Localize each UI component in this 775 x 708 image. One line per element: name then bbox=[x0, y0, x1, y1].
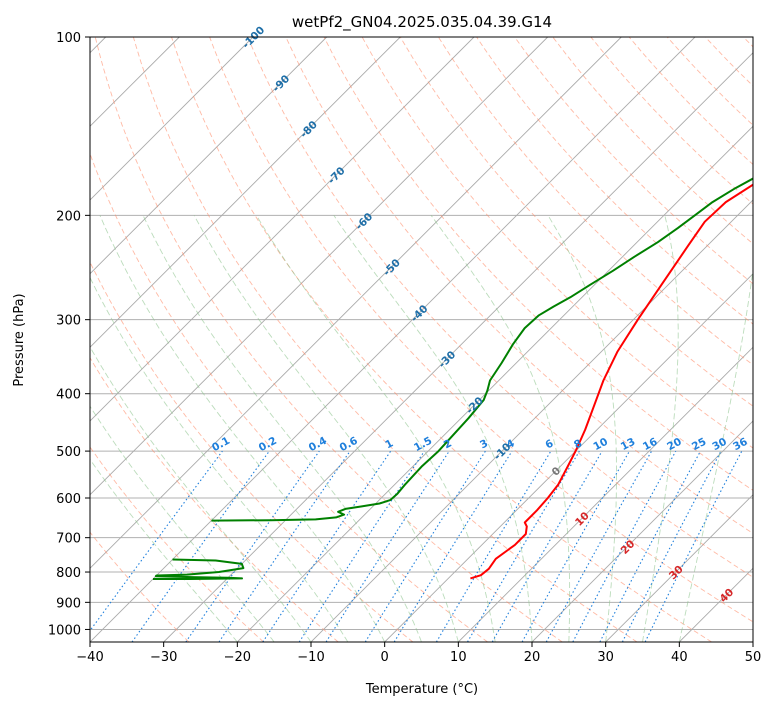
mixing-ratio-line bbox=[218, 450, 351, 642]
moist-adiabat-line bbox=[193, 215, 459, 642]
isotherm-line bbox=[752, 641, 753, 642]
isotherm-line bbox=[605, 494, 753, 642]
x-tick-label: 30 bbox=[597, 650, 614, 665]
profile-lines bbox=[153, 177, 753, 580]
x-tick-label: 50 bbox=[745, 650, 762, 665]
y-tick-label: 800 bbox=[56, 566, 81, 581]
moist-adiabat-line bbox=[90, 345, 312, 642]
dry-adiabat-line bbox=[247, 37, 753, 578]
isotherm-line bbox=[236, 125, 753, 642]
mixing-ratio-line bbox=[393, 450, 513, 642]
mixing-ratio-line bbox=[325, 450, 450, 642]
isotherm-line bbox=[384, 273, 753, 642]
y-tick-label: 600 bbox=[56, 492, 81, 507]
dry-adiabat-line bbox=[552, 37, 753, 245]
dry-adiabat-line bbox=[628, 37, 753, 166]
mixing-ratio-line bbox=[90, 450, 223, 632]
isotherm-line bbox=[163, 52, 753, 642]
dry-adiabat-line bbox=[514, 37, 753, 285]
x-tick-label: 0 bbox=[381, 650, 389, 665]
x-tick-label: 40 bbox=[671, 650, 688, 665]
y-tick-label: 700 bbox=[56, 532, 81, 547]
dewpoint-profile-line bbox=[211, 177, 753, 522]
dry-adiabat-line bbox=[209, 37, 753, 623]
dry-adiabat-line bbox=[132, 37, 638, 642]
mixing-ratio-line bbox=[545, 450, 653, 642]
moist-adiabat-line bbox=[547, 215, 617, 642]
moist-adiabat-line bbox=[333, 215, 533, 642]
isotherm-line bbox=[90, 37, 401, 348]
dry-adiabat-line bbox=[90, 261, 414, 642]
isotherm-line bbox=[90, 37, 622, 569]
dry-adiabat-line bbox=[90, 531, 190, 642]
moist-adiabat-line bbox=[90, 276, 349, 642]
mixing-ratio-line bbox=[131, 450, 270, 642]
plot-background bbox=[90, 37, 753, 642]
y-tick-label: 500 bbox=[56, 445, 81, 460]
y-axis-ticks: 100 200 300 400 500 600 700 800 900 1000 bbox=[48, 31, 90, 638]
background-lines bbox=[90, 37, 753, 642]
temperature-profile-line bbox=[470, 183, 753, 580]
x-axis-label: Temperature (°C) bbox=[365, 682, 478, 697]
y-axis-label: Pressure (hPa) bbox=[12, 293, 27, 386]
y-tick-label: 300 bbox=[56, 314, 81, 329]
y-tick-label: 100 bbox=[56, 31, 81, 46]
dewpoint-spike-line bbox=[153, 558, 245, 580]
dry-adiabat-line bbox=[171, 37, 712, 642]
isotherm-line bbox=[90, 37, 254, 201]
y-tick-label: 1000 bbox=[48, 623, 81, 638]
dry-adiabat-line bbox=[438, 37, 753, 366]
isotherm-line bbox=[90, 37, 549, 496]
plot-frame bbox=[89, 36, 754, 643]
mixing-ratio-line bbox=[644, 450, 743, 642]
x-tick-label: −10 bbox=[297, 650, 324, 665]
isotherm-line bbox=[531, 420, 753, 642]
moist-adiabat-line bbox=[642, 215, 679, 642]
dry-adiabat-line bbox=[323, 37, 753, 491]
moist-adiabat-line bbox=[430, 215, 571, 642]
mixing-ratio-line bbox=[521, 450, 630, 642]
x-tick-label: 20 bbox=[524, 650, 541, 665]
isotherm-line bbox=[90, 37, 328, 275]
mixing-ratio-line bbox=[185, 450, 320, 642]
dry-adiabat-line bbox=[361, 37, 753, 449]
x-tick-label: −20 bbox=[224, 650, 251, 665]
moist-adiabat-line bbox=[90, 458, 238, 642]
x-tick-label: −30 bbox=[150, 650, 177, 665]
y-tick-label: 400 bbox=[56, 388, 81, 403]
mixing-ratio-line bbox=[262, 450, 392, 642]
chart-title: wetPf2_GN04.2025.035.04.39.G14 bbox=[292, 13, 552, 32]
x-tick-label: −40 bbox=[76, 650, 103, 665]
dry-adiabat-line bbox=[285, 37, 753, 534]
moist-adiabat-line bbox=[256, 215, 496, 642]
mixing-ratio-line bbox=[572, 450, 677, 642]
isotherm-line bbox=[90, 37, 475, 422]
moist-adiabat-line bbox=[678, 266, 753, 642]
y-tick-label: 900 bbox=[56, 596, 81, 611]
x-axis-ticks: −40 −30 −20 −10 0 10 20 30 40 50 bbox=[76, 642, 761, 665]
isotherm-line bbox=[457, 346, 753, 642]
y-tick-label: 200 bbox=[56, 209, 81, 224]
dry-adiabat-line bbox=[399, 37, 753, 407]
x-tick-label: 10 bbox=[450, 650, 467, 665]
